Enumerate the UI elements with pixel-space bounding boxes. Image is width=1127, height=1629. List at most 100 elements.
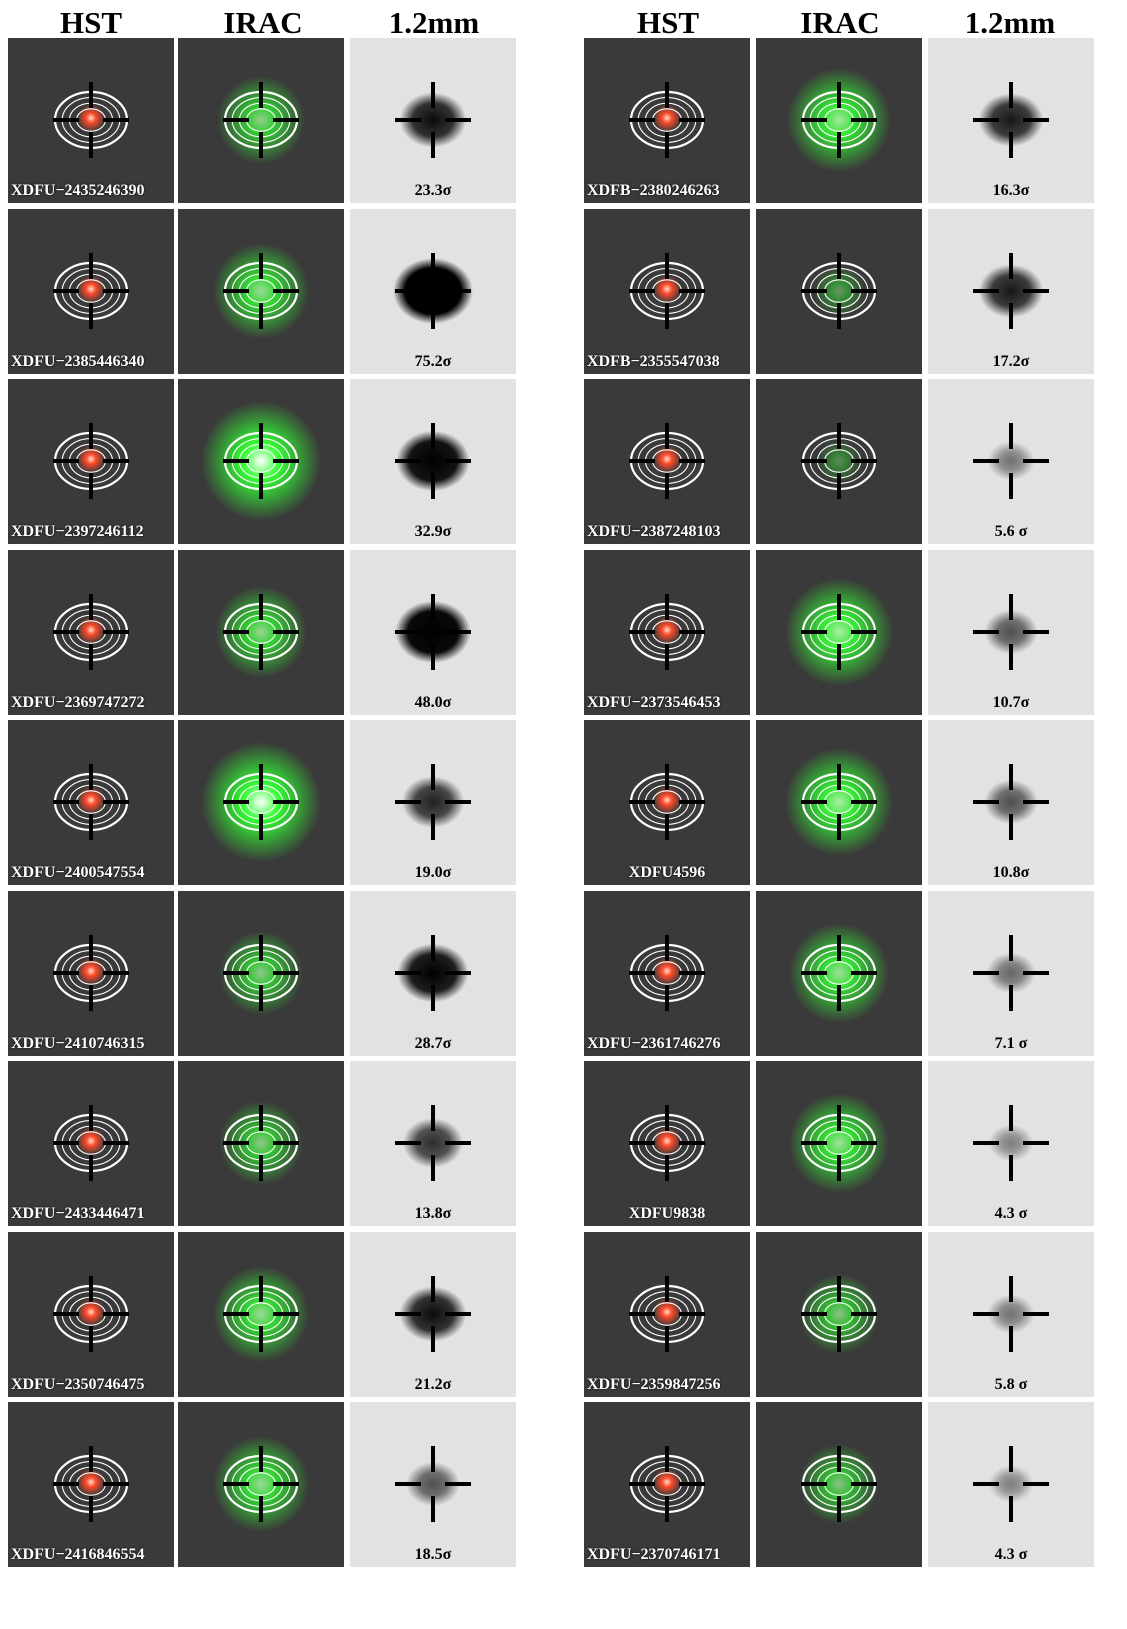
hst-cutout: XDFU−2373546453 (584, 549, 750, 715)
irac-cutout (178, 720, 344, 885)
detection-significance: 18.5σ (414, 1546, 452, 1563)
irac-cutout (756, 208, 922, 374)
mm-source (987, 441, 1035, 481)
mm-source (393, 257, 473, 324)
mm-source (987, 1294, 1035, 1333)
irac-cutout (178, 890, 344, 1056)
detection-significance: 7.1 σ (994, 1034, 1028, 1052)
crosshair (629, 82, 705, 158)
mm-source (399, 92, 467, 148)
crosshair (53, 934, 129, 1011)
mm-source (986, 952, 1036, 993)
crosshair (629, 423, 705, 499)
column-header-hst-left: HST (59, 5, 123, 40)
irac-source (213, 1436, 309, 1532)
hst-cutout: XDFU9838 (584, 1061, 750, 1226)
source-id-label: XDFU−2359847256 (587, 1375, 721, 1393)
mm-cutout: 10.8σ (928, 720, 1094, 885)
irac-source (789, 1093, 889, 1193)
mm-cutout: 75.2σ (350, 208, 516, 374)
hst-cutout: XDFU−2350746475 (8, 1231, 174, 1397)
detection-significance: 75.2σ (414, 352, 452, 370)
crosshair (53, 1105, 129, 1181)
crosshair (395, 1446, 471, 1522)
mm-cutout: 18.5σ (350, 1402, 516, 1567)
irac-source (799, 1273, 879, 1354)
mm-source (988, 1465, 1034, 1503)
source-id-label: XDFU−2373546453 (587, 693, 721, 711)
irac-cutout (756, 890, 922, 1056)
hst-source (77, 1127, 105, 1155)
mm-source (399, 1285, 467, 1342)
hst-source (77, 956, 105, 985)
source-id-label: XDFU−2350746475 (11, 1375, 145, 1393)
mm-source (984, 779, 1038, 825)
detection-significance: 23.3σ (414, 182, 452, 199)
detection-significance: 4.3 σ (994, 1205, 1028, 1222)
crosshair (223, 1275, 299, 1352)
column-header-irac-left: IRAC (223, 5, 303, 40)
irac-source (799, 1444, 879, 1524)
detection-significance: 17.2σ (992, 352, 1030, 370)
mm-source (988, 1124, 1034, 1162)
irac-cutout (178, 549, 344, 715)
mm-cutout: 7.1 σ (928, 890, 1094, 1056)
crosshair (973, 764, 1049, 840)
crosshair (801, 593, 877, 670)
detection-significance: 5.8 σ (994, 1375, 1028, 1393)
detection-significance: 32.9σ (414, 523, 452, 540)
hst-cutout: XDFU−2369747272 (8, 549, 174, 715)
column-header-mm-right: 1.2mm (964, 5, 1056, 40)
irac-source (817, 439, 861, 483)
crosshair (973, 252, 1049, 329)
irac-cutout (178, 208, 344, 374)
hst-cutout: XDFB−2355547038 (584, 208, 750, 374)
hst-source (653, 1468, 681, 1496)
crosshair (801, 1105, 877, 1181)
hst-source (653, 615, 681, 644)
source-id-label: XDFU−2400547554 (11, 864, 145, 881)
hst-cutout: XDFU−2400547554 (8, 720, 174, 885)
irac-source (213, 1265, 309, 1362)
crosshair (395, 423, 471, 499)
mm-cutout: 28.7σ (350, 890, 516, 1056)
mm-cutout: 5.8 σ (928, 1231, 1094, 1397)
hst-source (77, 104, 105, 132)
source-id-label: XDFU−2385446340 (11, 352, 145, 370)
crosshair (223, 423, 299, 499)
crosshair (53, 1446, 129, 1522)
crosshair (395, 1275, 471, 1352)
hst-source (77, 1468, 105, 1496)
hst-cutout: XDFU−2410746315 (8, 890, 174, 1056)
crosshair (395, 934, 471, 1011)
crosshair (973, 423, 1049, 499)
mm-cutout: 19.0σ (350, 720, 516, 885)
detection-significance: 28.7σ (414, 1034, 452, 1052)
mm-source (402, 1118, 464, 1168)
mm-source (396, 430, 470, 492)
crosshair (973, 1446, 1049, 1522)
detection-significance: 5.6 σ (994, 523, 1028, 540)
detection-significance: 16.3σ (992, 182, 1030, 199)
crosshair (53, 423, 129, 499)
irac-cutout (178, 1402, 344, 1567)
irac-source (201, 742, 321, 862)
irac-source (201, 401, 321, 521)
hst-source (653, 104, 681, 132)
source-id-label: XDFU−2369747272 (11, 693, 145, 711)
irac-source (219, 1101, 303, 1185)
mm-cutout: 4.3 σ (928, 1402, 1094, 1567)
crosshair (223, 764, 299, 840)
irac-cutout (756, 1231, 922, 1397)
irac-cutout (178, 1231, 344, 1397)
column-header-hst-right: HST (636, 5, 700, 40)
source-id-label: XDFU−2416846554 (11, 1546, 145, 1563)
source-id-label: XDFU−2361746276 (587, 1034, 721, 1052)
hst-source (653, 956, 681, 985)
hst-cutout: XDFU−2370746171 (584, 1402, 750, 1567)
hst-source (653, 1297, 681, 1326)
crosshair (223, 252, 299, 329)
crosshair (801, 423, 877, 499)
hst-source (77, 615, 105, 644)
detection-significance: 19.0σ (414, 864, 452, 881)
